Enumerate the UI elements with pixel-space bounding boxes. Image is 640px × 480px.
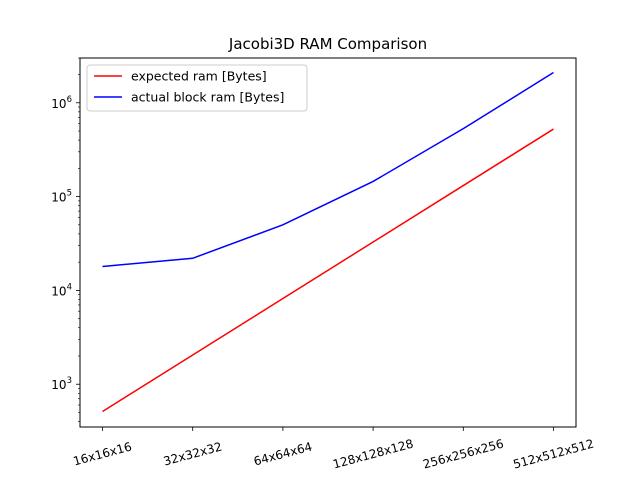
y-tick-label: 105 bbox=[51, 189, 72, 205]
legend-box bbox=[86, 64, 308, 112]
legend: expected ram [Bytes] actual block ram [By… bbox=[86, 64, 308, 112]
series-line-0 bbox=[102, 128, 554, 413]
y-axis: 103 104 105 106 bbox=[51, 57, 80, 422]
series-layer bbox=[102, 71, 554, 413]
chart-title: Jacobi3D RAM Comparison bbox=[228, 35, 427, 53]
y-tick-label: 103 bbox=[51, 376, 72, 392]
y-tick-label: 106 bbox=[51, 95, 72, 111]
series-line-1 bbox=[102, 71, 554, 268]
plot-frame bbox=[79, 57, 577, 428]
legend-label: actual block ram [Bytes] bbox=[131, 90, 284, 105]
legend-label: expected ram [Bytes] bbox=[131, 69, 267, 84]
y-tick-label: 104 bbox=[51, 282, 72, 298]
